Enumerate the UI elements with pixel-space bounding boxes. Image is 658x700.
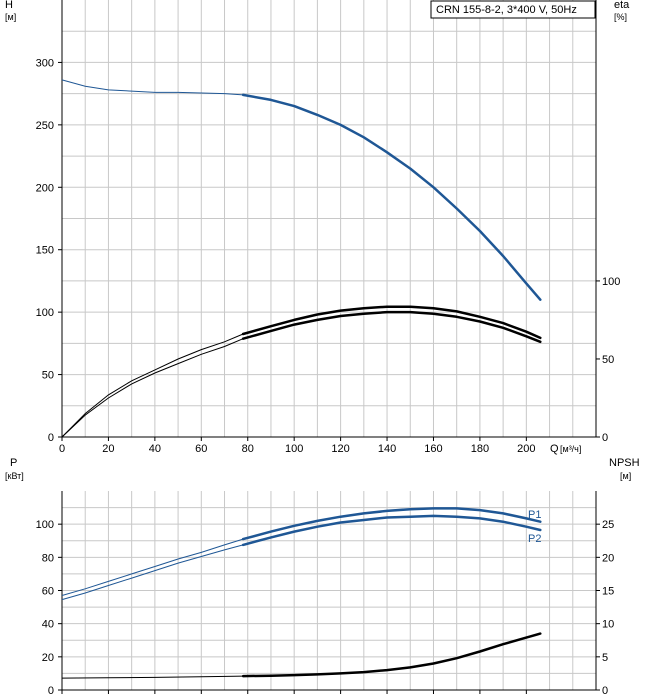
p1-series-curve-extrapolated — [61, 538, 244, 596]
x-tick-label: 0 — [59, 443, 65, 455]
bottom-right-axis-unit: [м] — [620, 471, 631, 481]
bottom-right-axis-label: NPSH — [609, 457, 640, 469]
lower-left-tick-label: 80 — [42, 552, 54, 564]
lower-left-tick-label: 60 — [42, 586, 54, 598]
p1-series-curve — [241, 507, 542, 541]
lower-left-tick-label: 40 — [42, 619, 54, 631]
x-tick-label: 80 — [242, 443, 254, 455]
lower-left-tick-label: 20 — [42, 652, 54, 664]
grid-layer — [62, 0, 596, 690]
npsh-series-curve — [241, 632, 542, 678]
upper-right-tick-label: 50 — [602, 354, 614, 366]
npsh-series-curve-extrapolated — [61, 675, 244, 679]
upper-left-tick-label: 250 — [36, 120, 54, 132]
chart-title: CRN 155-8-2, 3*400 V, 50Hz — [436, 4, 577, 16]
lower-right-tick-label: 10 — [602, 619, 614, 631]
top-left-axis-unit: [м] — [5, 12, 16, 22]
x-tick-label: 200 — [517, 443, 535, 455]
p2-series-curve — [241, 514, 542, 547]
bottom-left-axis-label: P — [10, 457, 17, 469]
x-tick-label: 120 — [331, 443, 349, 455]
eta-upper-series-curve — [241, 305, 542, 340]
x-tick-label: 60 — [195, 443, 207, 455]
x-tick-label: 100 — [285, 443, 303, 455]
frame-layer — [58, 0, 600, 694]
top-right-axis-label: eta — [614, 0, 630, 11]
x-tick-label: 140 — [378, 443, 396, 455]
p1-series-label: P1 — [528, 509, 541, 521]
upper-right-tick-label: 100 — [602, 276, 620, 288]
h-series-curve-extrapolated — [61, 79, 244, 96]
p2-series-label: P2 — [528, 533, 541, 545]
x-tick-label: 180 — [471, 443, 489, 455]
x-tick-label: 160 — [424, 443, 442, 455]
upper-left-tick-label: 0 — [48, 432, 54, 444]
lower-right-tick-label: 20 — [602, 552, 614, 564]
lower-right-tick-label: 5 — [602, 652, 608, 664]
title-box — [430, 0, 596, 19]
eta-series-curve — [241, 310, 542, 344]
series-layer — [61, 79, 542, 679]
top-right-axis-unit: [%] — [614, 12, 627, 22]
x-tick-label: 20 — [102, 443, 114, 455]
lower-left-tick-label: 100 — [36, 519, 54, 531]
upper-right-tick-label: 0 — [602, 432, 608, 444]
x-tick-label: 40 — [149, 443, 161, 455]
x-axis-label: Q — [550, 443, 559, 455]
h-series-curve — [241, 93, 542, 301]
eta-upper-series-curve-extrapolated — [61, 333, 244, 438]
upper-left-tick-label: 50 — [42, 370, 54, 382]
x-axis-unit: [м³/ч] — [560, 444, 581, 454]
p2-series-curve-extrapolated — [61, 544, 244, 601]
upper-left-tick-label: 200 — [36, 182, 54, 194]
upper-left-tick-label: 300 — [36, 57, 54, 69]
upper-left-tick-label: 100 — [36, 307, 54, 319]
eta-series-curve-extrapolated — [61, 338, 244, 438]
lower-right-tick-label: 25 — [602, 519, 614, 531]
lower-right-tick-label: 15 — [602, 586, 614, 598]
upper-left-tick-label: 150 — [36, 245, 54, 257]
bottom-left-axis-unit: [кВт] — [5, 471, 24, 481]
lower-right-tick-label: 0 — [602, 685, 608, 697]
top-left-axis-label: H — [5, 0, 13, 11]
lower-left-tick-label: 0 — [48, 685, 54, 697]
